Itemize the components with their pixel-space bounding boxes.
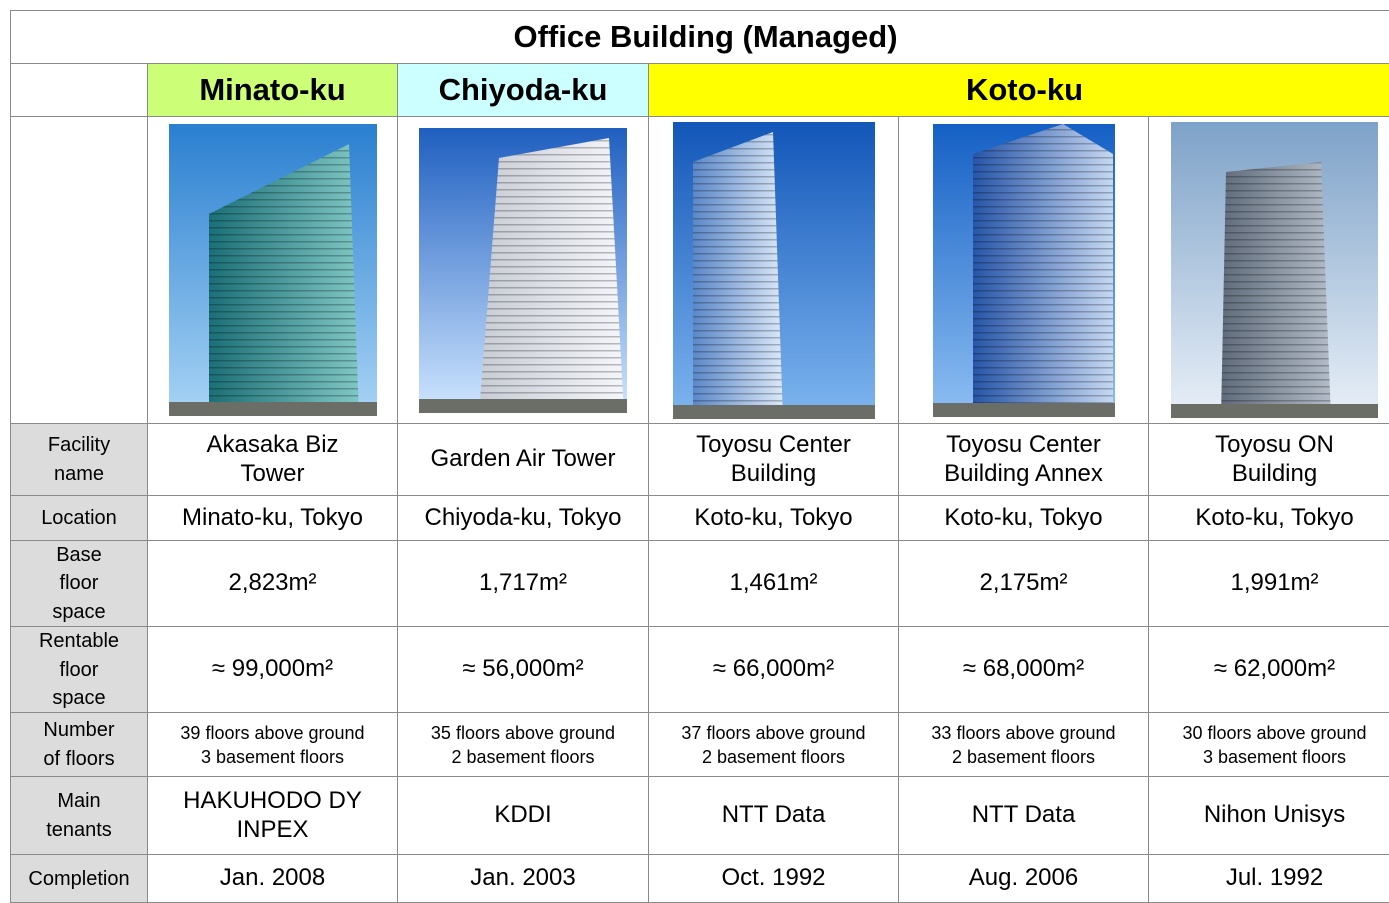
building-photo (169, 124, 377, 416)
cell-value: 35 floors above ground 2 basement floors (398, 713, 649, 777)
building-photo (933, 124, 1115, 417)
photo-cell (148, 117, 398, 424)
row-label: Number of floors (11, 713, 148, 777)
cell-value: ≈ 62,000m² (1149, 627, 1389, 713)
building-windows (693, 132, 783, 419)
cell-value: 33 floors above ground 2 basement floors (899, 713, 1149, 777)
cell-value: 39 floors above ground 3 basement floors (148, 713, 398, 777)
cell-value: 30 floors above ground 3 basement floors (1149, 713, 1389, 777)
blank-cell (11, 117, 148, 424)
cell-value: Jan. 2003 (398, 855, 649, 903)
cell-value: NTT Data (649, 777, 899, 855)
row-label: Rentable floor space (11, 627, 148, 713)
cell-value: Nihon Unisys (1149, 777, 1389, 855)
ground (169, 402, 377, 416)
photo-cell (1149, 117, 1389, 424)
cell-value: Koto-ku, Tokyo (649, 496, 899, 541)
cell-value: Akasaka Biz Tower (148, 424, 398, 496)
photo-cell (899, 117, 1149, 424)
building-windows (1221, 162, 1331, 418)
row-label: Main tenants (11, 777, 148, 855)
photo-cell (398, 117, 649, 424)
cell-value: Koto-ku, Tokyo (899, 496, 1149, 541)
ground (933, 403, 1115, 417)
building-table: Office Building (Managed) Minato-ku Chiy… (10, 10, 1389, 903)
cell-value: Jul. 1992 (1149, 855, 1389, 903)
cell-value: NTT Data (899, 777, 1149, 855)
cell-value: 1,717m² (398, 541, 649, 627)
region-header: Chiyoda-ku (398, 64, 649, 117)
cell-value: KDDI (398, 777, 649, 855)
cell-value: Toyosu Center Building Annex (899, 424, 1149, 496)
cell-value: 1,991m² (1149, 541, 1389, 627)
cell-value: Toyosu ON Building (1149, 424, 1389, 496)
row-label: Completion (11, 855, 148, 903)
cell-value: 1,461m² (649, 541, 899, 627)
cell-value: 2,175m² (899, 541, 1149, 627)
cell-value: ≈ 99,000m² (148, 627, 398, 713)
cell-value: 2,823m² (148, 541, 398, 627)
cell-value: Garden Air Tower (398, 424, 649, 496)
photo-cell (649, 117, 899, 424)
blank-cell (11, 64, 148, 117)
cell-value: Chiyoda-ku, Tokyo (398, 496, 649, 541)
table-title: Office Building (Managed) (11, 11, 1389, 64)
ground (419, 399, 627, 413)
building-photo (1171, 122, 1378, 418)
building-photo (673, 122, 875, 419)
region-header: Koto-ku (649, 64, 1389, 117)
cell-value: Minato-ku, Tokyo (148, 496, 398, 541)
ground (673, 405, 875, 419)
building-photo (419, 128, 627, 413)
cell-value: HAKUHODO DY INPEX (148, 777, 398, 855)
row-label: Location (11, 496, 148, 541)
building-windows (973, 124, 1113, 417)
cell-value: 37 floors above ground 2 basement floors (649, 713, 899, 777)
cell-value: ≈ 56,000m² (398, 627, 649, 713)
row-label: Facility name (11, 424, 148, 496)
cell-value: Koto-ku, Tokyo (1149, 496, 1389, 541)
row-label: Base floor space (11, 541, 148, 627)
cell-value: Toyosu Center Building (649, 424, 899, 496)
ground (1171, 404, 1378, 418)
region-header: Minato-ku (148, 64, 398, 117)
building-windows (479, 138, 624, 413)
cell-value: ≈ 68,000m² (899, 627, 1149, 713)
cell-value: Oct. 1992 (649, 855, 899, 903)
cell-value: Jan. 2008 (148, 855, 398, 903)
cell-value: ≈ 66,000m² (649, 627, 899, 713)
cell-value: Aug. 2006 (899, 855, 1149, 903)
